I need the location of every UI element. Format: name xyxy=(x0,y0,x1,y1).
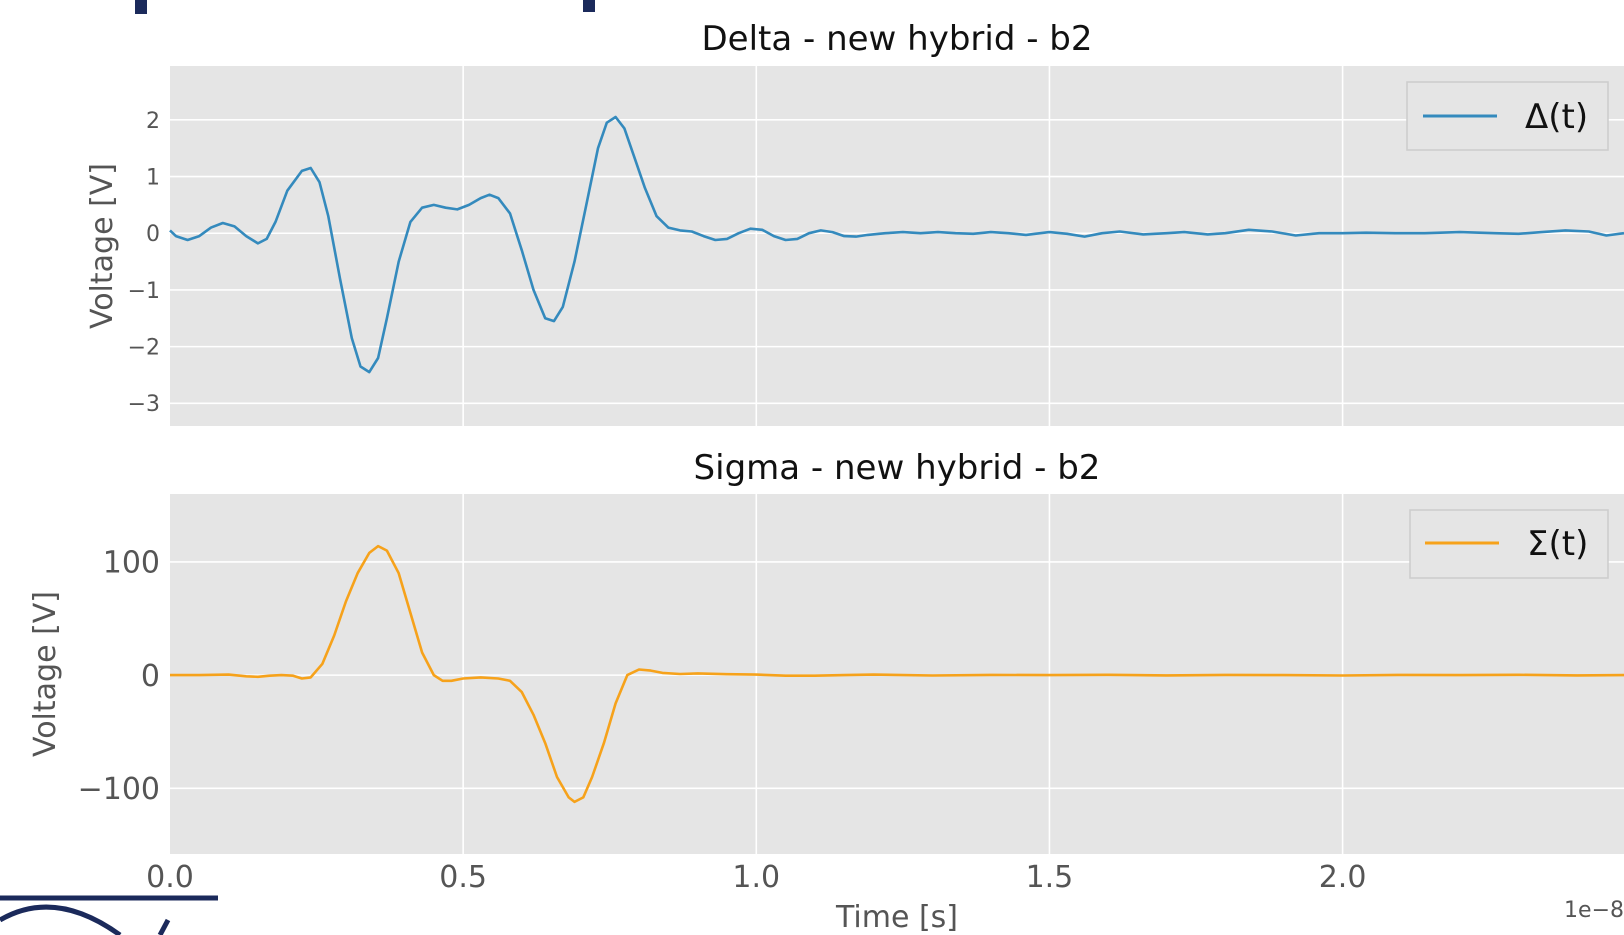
sigma-y-tick-label: 0 xyxy=(141,659,160,694)
sigma-y-axis-label: Voltage [V] xyxy=(28,591,63,757)
sigma-x-tick-label: 2.0 xyxy=(1319,860,1367,895)
delta-y-axis-label: Voltage [V] xyxy=(85,163,120,329)
slide-remnant-top-mid xyxy=(583,0,595,12)
delta-plot-area xyxy=(170,66,1624,426)
sigma-y-tick-label: −100 xyxy=(78,772,160,807)
delta-legend-label: Δ(t) xyxy=(1525,97,1588,137)
delta-y-tick-label: −2 xyxy=(128,336,160,361)
institution-logo-fragment xyxy=(0,895,218,935)
sigma-x-tick-label: 1.5 xyxy=(1026,860,1074,895)
sigma-y-tick-label: 100 xyxy=(103,546,160,581)
sigma-chart-title: Sigma - new hybrid - b2 xyxy=(694,448,1101,488)
delta-y-tick-label: 0 xyxy=(146,222,160,247)
slide-remnant-top-left xyxy=(135,0,147,14)
delta-legend: Δ(t) xyxy=(1406,81,1609,151)
delta-panel: Delta - new hybrid - b2 2 1 0 −1 −2 −3 Voltag… xyxy=(85,19,1624,426)
slide-remnants xyxy=(0,0,595,935)
delta-y-ticks: 2 1 0 −1 −2 −3 xyxy=(128,109,160,417)
sigma-panel: Sigma - new hybrid - b2 100 0 −100 0.0 0.5 1… xyxy=(28,448,1624,935)
sigma-x-tick-label: 1.0 xyxy=(732,860,780,895)
sigma-legend: Σ(t) xyxy=(1409,509,1609,579)
delta-series-line xyxy=(169,115,1624,374)
sigma-x-tick-label: 0.5 xyxy=(439,860,487,895)
delta-chart-title: Delta - new hybrid - b2 xyxy=(701,19,1092,59)
sigma-series-line xyxy=(170,544,1624,804)
delta-y-tick-label: 1 xyxy=(146,165,160,190)
sigma-x-offset-label: 1e−8 xyxy=(1564,898,1624,923)
sigma-x-tick-label: 0.0 xyxy=(146,860,194,895)
sigma-y-ticks: 100 0 −100 xyxy=(78,546,160,807)
sigma-x-axis-label: Time [s] xyxy=(835,900,958,935)
sigma-legend-label: Σ(t) xyxy=(1527,524,1588,564)
delta-y-tick-label: 2 xyxy=(146,109,160,134)
delta-gridlines xyxy=(170,66,1624,426)
delta-y-tick-label: −3 xyxy=(128,392,160,417)
delta-y-tick-label: −1 xyxy=(128,279,160,304)
sigma-x-ticks: 0.0 0.5 1.0 1.5 2.0 xyxy=(146,860,1366,895)
